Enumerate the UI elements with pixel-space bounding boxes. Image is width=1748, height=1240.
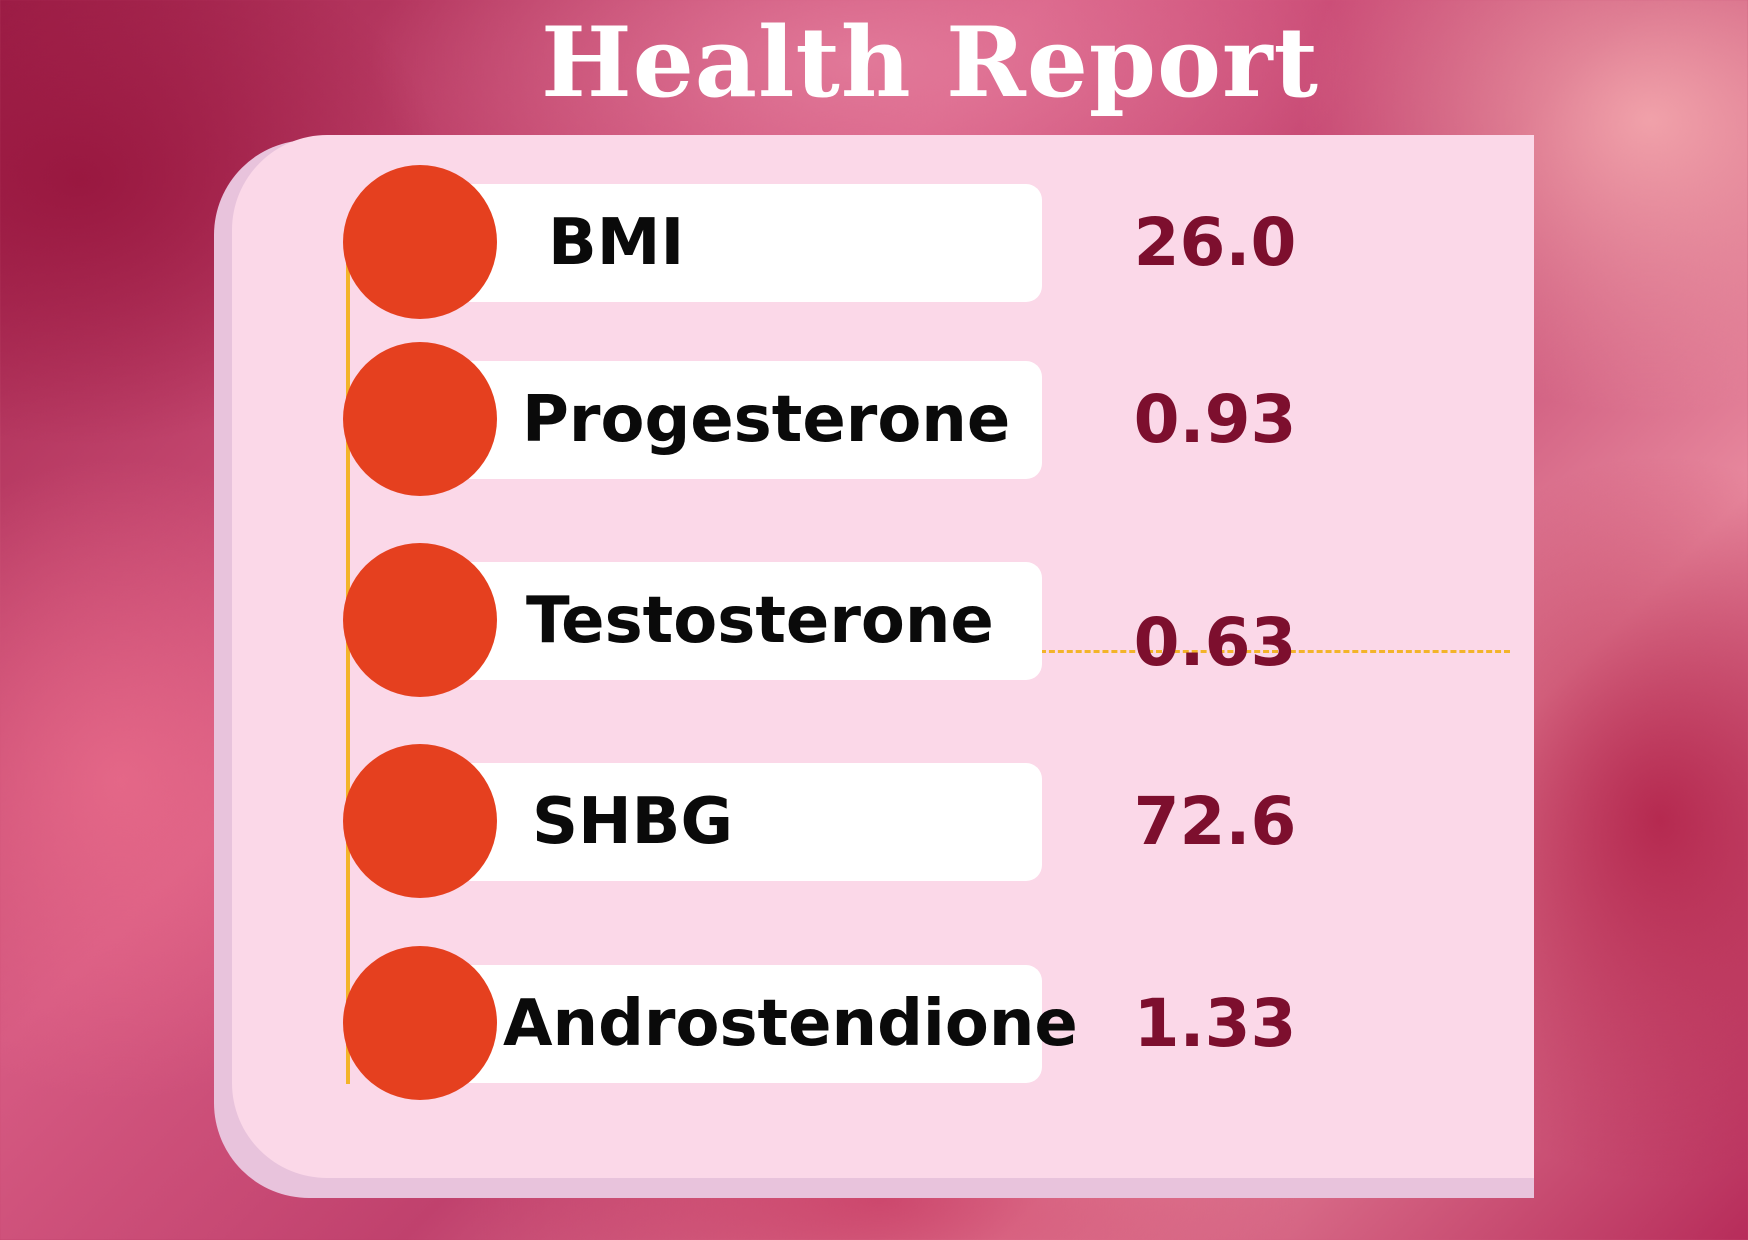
metric-label-pill [400,763,1042,881]
metric-label: Androstendione [503,987,1078,1061]
metric-row-androstendione: Androstendione 1.33 [0,943,1748,1103]
page-title: Health Report [541,6,1319,119]
metric-value: 72.6 [1133,783,1297,860]
metric-value: 1.33 [1133,985,1297,1062]
metric-value: 0.63 [1133,604,1297,681]
metric-row-bmi: BMI 26.0 [0,162,1748,322]
metric-value: 0.93 [1133,381,1297,458]
metric-label: Progesterone [522,383,1011,457]
bullet-dot-icon [343,165,497,319]
bullet-dot-icon [343,744,497,898]
metric-label-pill [400,361,1042,479]
metric-label-pill [400,562,1042,680]
metric-row-shbg: SHBG 72.6 [0,741,1748,901]
metric-label: Testosterone [526,584,994,658]
metric-label-pill [400,184,1042,302]
bullet-dot-icon [343,342,497,496]
metric-label: BMI [548,206,685,280]
metric-label: SHBG [532,785,733,859]
metric-value: 26.0 [1133,204,1297,281]
bullet-dot-icon [343,946,497,1100]
metric-row-testosterone: Testosterone 0.63 [0,540,1748,700]
dashed-divider [1040,650,1510,653]
timeline-line [346,240,350,1084]
bullet-dot-icon [343,543,497,697]
metric-row-progesterone: Progesterone 0.93 [0,339,1748,499]
metric-label-pill [400,965,1042,1083]
